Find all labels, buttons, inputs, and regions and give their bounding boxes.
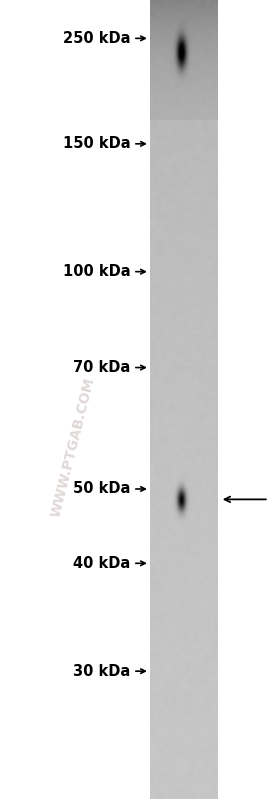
Text: 40 kDa: 40 kDa	[73, 556, 130, 570]
Text: 70 kDa: 70 kDa	[73, 360, 130, 375]
Text: WWW.PTGAB.COM: WWW.PTGAB.COM	[49, 376, 97, 519]
Text: 100 kDa: 100 kDa	[62, 264, 130, 279]
Text: 250 kDa: 250 kDa	[63, 31, 130, 46]
Text: 30 kDa: 30 kDa	[73, 664, 130, 678]
Text: 50 kDa: 50 kDa	[73, 482, 130, 496]
Text: 150 kDa: 150 kDa	[62, 137, 130, 151]
